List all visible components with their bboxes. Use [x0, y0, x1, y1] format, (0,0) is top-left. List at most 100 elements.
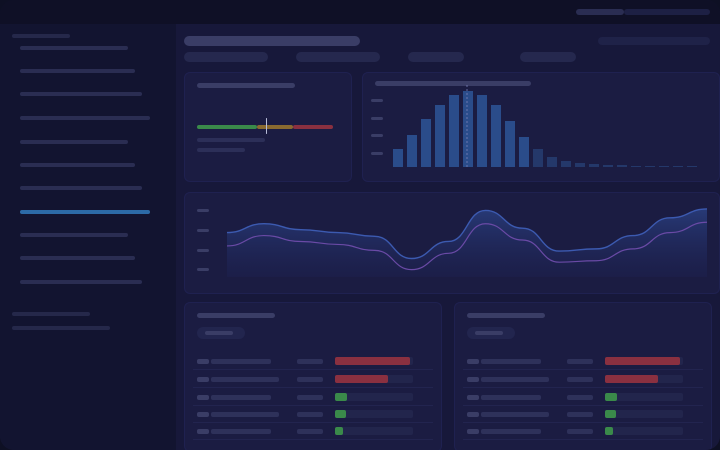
- row-bar-track: [605, 393, 683, 401]
- tab-pill[interactable]: [520, 52, 576, 62]
- row-bar-fill: [335, 393, 348, 401]
- sidebar-item[interactable]: [20, 46, 128, 50]
- area-series-upper[interactable]: [226, 208, 708, 260]
- row-separator: [193, 405, 433, 406]
- histogram-bar[interactable]: [407, 135, 417, 167]
- histogram-bar[interactable]: [659, 166, 669, 167]
- row-label: [481, 377, 549, 382]
- row-bar-fill: [335, 410, 346, 418]
- histogram-bar[interactable]: [617, 165, 627, 167]
- histogram-bar[interactable]: [673, 166, 683, 167]
- card-title: [467, 313, 545, 318]
- histogram-bar[interactable]: [421, 119, 431, 167]
- gauge-card: [184, 72, 352, 182]
- row-separator: [463, 422, 703, 423]
- sidebar-item[interactable]: [20, 140, 128, 144]
- row-value: [567, 359, 593, 364]
- row-icon: [197, 429, 209, 434]
- sidebar-item[interactable]: [20, 116, 150, 120]
- sidebar-item[interactable]: [20, 280, 142, 284]
- row-bar-fill: [335, 427, 343, 435]
- sidebar-item[interactable]: [20, 92, 142, 96]
- row-separator: [463, 439, 703, 440]
- table-card-left: [184, 302, 442, 450]
- row-label: [211, 359, 271, 364]
- sidebar-item[interactable]: [20, 186, 142, 190]
- sidebar-item[interactable]: [20, 256, 135, 260]
- row-icon: [467, 359, 479, 364]
- row-label: [481, 359, 541, 364]
- histogram-bar[interactable]: [687, 166, 697, 167]
- sidebar-heading: [12, 34, 70, 38]
- sidebar-footer-item[interactable]: [12, 326, 110, 330]
- row-icon: [467, 412, 479, 417]
- row-value: [297, 359, 323, 364]
- row-bar-track: [335, 393, 413, 401]
- card-title: [375, 81, 531, 86]
- row-separator: [193, 422, 433, 423]
- row-value: [297, 412, 323, 417]
- page-title: [184, 36, 360, 46]
- histogram-bar[interactable]: [603, 165, 613, 167]
- row-icon: [197, 359, 209, 364]
- gauge-segment-green: [197, 125, 257, 129]
- histogram-bar[interactable]: [589, 164, 599, 167]
- top-pill[interactable]: [576, 9, 624, 15]
- y-tick: [197, 268, 209, 271]
- row-bar-fill: [335, 375, 389, 383]
- area-card: [184, 192, 720, 294]
- histogram-bar[interactable]: [505, 121, 515, 167]
- sidebar-item-active[interactable]: [20, 210, 150, 214]
- row-bar-fill: [335, 357, 410, 365]
- row-icon: [197, 412, 209, 417]
- y-tick: [371, 134, 383, 137]
- tab-pill[interactable]: [408, 52, 464, 62]
- card-title: [197, 83, 295, 88]
- area-series-lower[interactable]: [226, 221, 708, 271]
- histogram-bar[interactable]: [435, 105, 445, 167]
- y-tick: [197, 229, 209, 232]
- histogram-bar[interactable]: [463, 91, 473, 167]
- sidebar-item[interactable]: [20, 233, 128, 237]
- gauge-subtext: [197, 148, 245, 152]
- row-value: [297, 395, 323, 400]
- top-bar: [0, 0, 720, 24]
- histogram-bar[interactable]: [449, 95, 459, 167]
- gauge-marker[interactable]: [266, 118, 267, 134]
- histogram-bar[interactable]: [477, 95, 487, 167]
- histogram-bar[interactable]: [491, 105, 501, 167]
- tab-pill[interactable]: [184, 52, 268, 62]
- histogram-bar[interactable]: [645, 166, 655, 167]
- sidebar-item[interactable]: [20, 69, 135, 73]
- filter-chip-label: [475, 331, 503, 335]
- histogram-bar[interactable]: [393, 149, 403, 167]
- row-icon: [197, 395, 209, 400]
- row-separator: [193, 369, 433, 370]
- histogram-bar[interactable]: [519, 137, 529, 167]
- histogram-bar[interactable]: [547, 157, 557, 167]
- histogram-bar[interactable]: [575, 163, 585, 167]
- row-value: [297, 377, 323, 382]
- top-pill[interactable]: [624, 9, 710, 15]
- sidebar: [0, 24, 176, 450]
- row-label: [211, 395, 271, 400]
- row-icon: [197, 377, 209, 382]
- row-value: [567, 412, 593, 417]
- sidebar-item[interactable]: [20, 163, 135, 167]
- row-separator: [193, 387, 433, 388]
- y-tick: [197, 249, 209, 252]
- main-content: [176, 24, 720, 450]
- histogram-chart: [393, 85, 697, 169]
- search-input[interactable]: [598, 37, 710, 45]
- row-label: [211, 412, 279, 417]
- histogram-bar[interactable]: [533, 149, 543, 167]
- row-bar-fill: [605, 357, 680, 365]
- row-label: [481, 395, 541, 400]
- histogram-bar[interactable]: [631, 166, 641, 167]
- histogram-bar[interactable]: [561, 161, 571, 167]
- sidebar-footer-item[interactable]: [12, 312, 90, 316]
- row-icon: [467, 429, 479, 434]
- tab-pill[interactable]: [296, 52, 380, 62]
- row-icon: [467, 395, 479, 400]
